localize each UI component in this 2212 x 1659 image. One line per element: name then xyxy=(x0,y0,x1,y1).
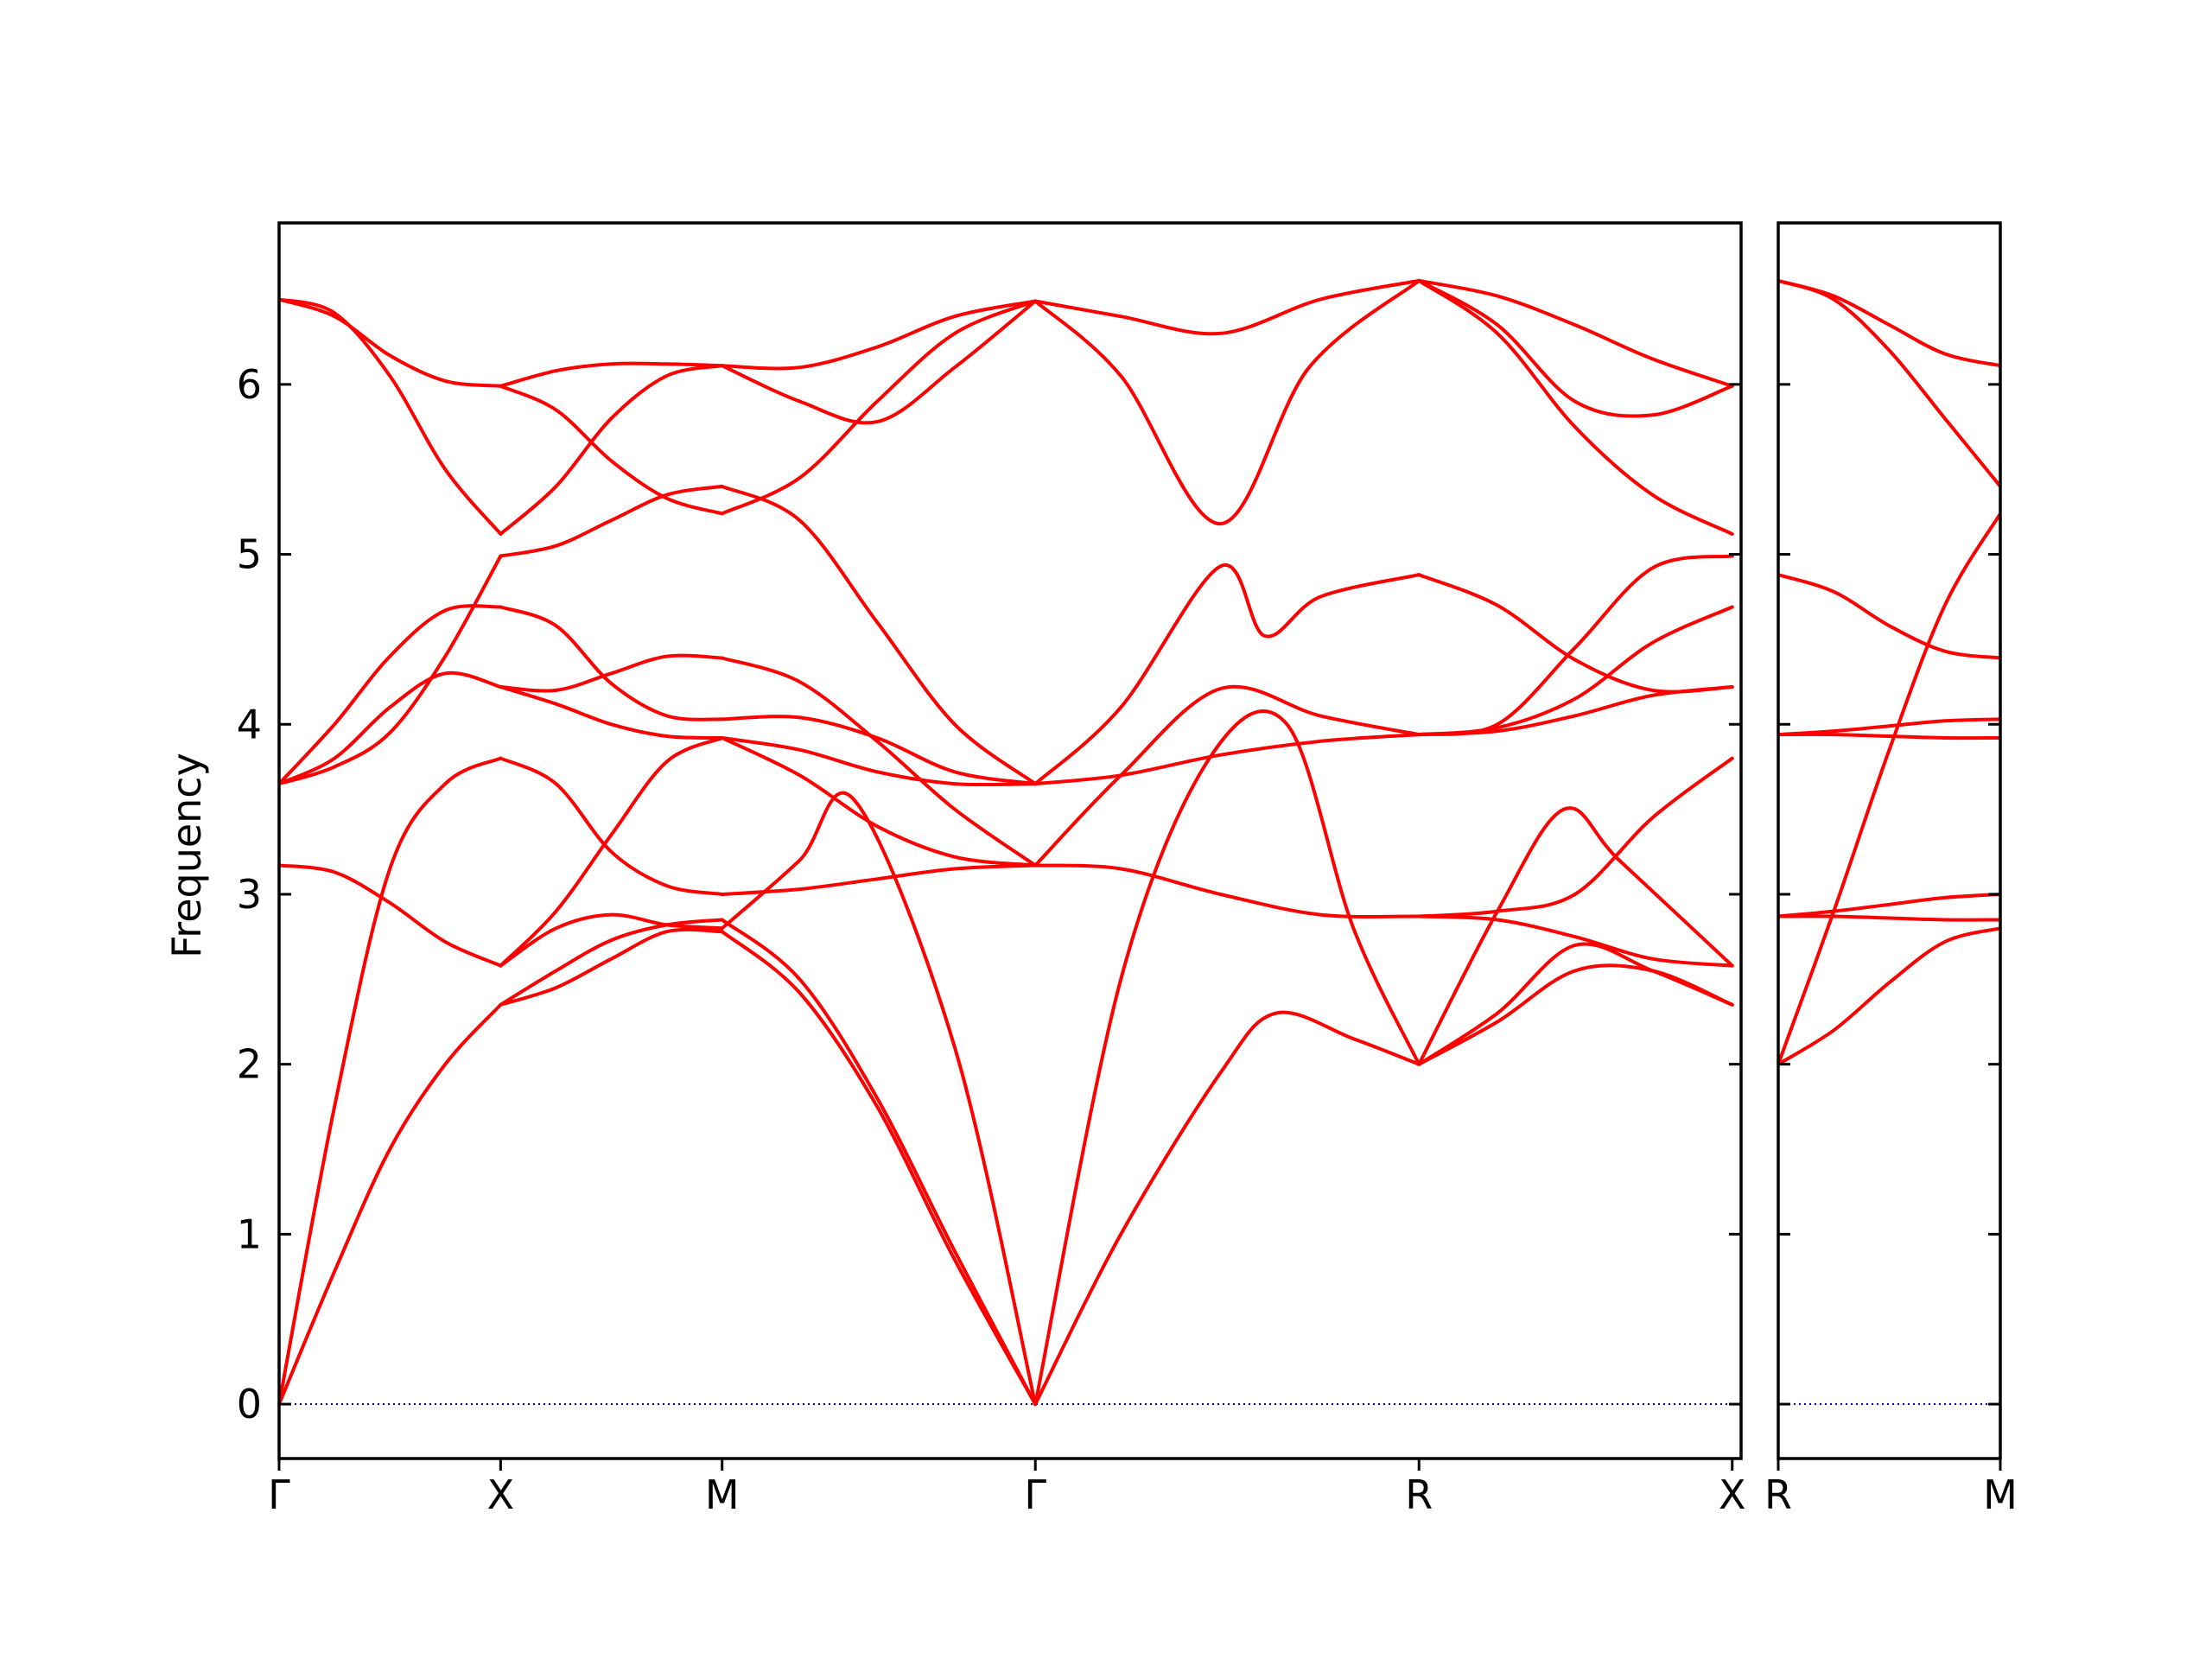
band-line-left-24 xyxy=(720,656,1038,868)
band-line-right-1 xyxy=(1778,278,2000,488)
band-line-left-42 xyxy=(1417,278,1734,536)
band-line-right-3 xyxy=(1778,573,2000,660)
band-line-right-0 xyxy=(1778,278,2000,368)
band-line-left-28 xyxy=(720,863,1038,896)
band-series-group xyxy=(1778,278,2000,1066)
band-line-left-47 xyxy=(1417,756,1734,918)
band-line-left-40 xyxy=(1417,278,1734,388)
band-line-left-33 xyxy=(1033,278,1421,526)
band-line-left-29 xyxy=(720,791,1038,1407)
band-line-left-10 xyxy=(499,361,724,388)
band-line-left-22 xyxy=(720,299,1038,516)
band-line-left-36 xyxy=(1033,733,1421,786)
band-line-left-30 xyxy=(720,918,1038,1407)
band-line-left-38 xyxy=(1033,709,1421,1407)
band-line-left-16 xyxy=(499,756,724,896)
band-line-left-21 xyxy=(720,299,1038,425)
band-line-left-43 xyxy=(1417,573,1734,694)
band-line-right-2 xyxy=(1778,512,2000,1066)
y-tick-label: 1 xyxy=(237,1211,262,1257)
band-line-left-41 xyxy=(1417,278,1734,418)
band-line-left-15 xyxy=(499,736,724,968)
band-line-right-5 xyxy=(1778,732,2000,741)
band-line-left-4 xyxy=(279,554,503,786)
band-line-left-19 xyxy=(499,927,724,1007)
band-line-left-0 xyxy=(279,671,503,786)
band-line-left-44 xyxy=(1417,554,1734,737)
band-line-left-26 xyxy=(720,736,1038,787)
band-line-left-35 xyxy=(1033,684,1421,868)
band-line-left-7 xyxy=(279,1002,503,1407)
y-tick-label: 3 xyxy=(237,871,262,918)
band-line-left-14 xyxy=(499,685,724,740)
band-line-left-17 xyxy=(499,912,724,968)
band-line-left-11 xyxy=(499,384,724,516)
band-line-left-6 xyxy=(279,756,503,1407)
x-tick-label: M xyxy=(1983,1471,2018,1518)
band-series-group xyxy=(279,278,1734,1407)
band-line-left-27 xyxy=(720,736,1038,868)
band-line-right-4 xyxy=(1778,717,2000,737)
band-line-left-37 xyxy=(1033,863,1421,919)
x-tick-label: X xyxy=(487,1471,515,1518)
band-line-left-48 xyxy=(1417,914,1734,968)
y-tick-label: 2 xyxy=(237,1041,262,1088)
band-line-left-2 xyxy=(279,297,503,388)
left-panel: 0 1 2 3 4 5 6 Γ X M Γ R X xyxy=(237,221,1746,1518)
band-line-left-20 xyxy=(720,299,1038,371)
band-line-right-7 xyxy=(1778,914,2000,922)
band-line-right-8 xyxy=(1778,926,2000,1066)
band-line-left-32 xyxy=(1033,278,1421,336)
band-line-left-5 xyxy=(279,863,503,968)
band-line-left-13 xyxy=(499,484,724,558)
band-line-left-18 xyxy=(499,918,724,1007)
band-line-left-34 xyxy=(1033,563,1421,786)
left-axes-frame xyxy=(277,221,1743,1460)
band-line-left-3 xyxy=(279,297,503,536)
x-tick-label: X xyxy=(1719,1471,1746,1518)
band-line-left-39 xyxy=(1033,1010,1421,1407)
y-tick-label: 6 xyxy=(237,361,262,408)
band-line-left-23 xyxy=(720,484,1038,786)
band-line-left-46 xyxy=(1417,685,1734,737)
band-line-left-49 xyxy=(1417,806,1734,1066)
band-line-right-6 xyxy=(1778,893,2000,918)
y-tick-label: 5 xyxy=(237,531,262,578)
band-line-left-51 xyxy=(1417,963,1734,1066)
x-tick-label: R xyxy=(1405,1471,1433,1518)
band-line-left-25 xyxy=(720,715,1038,786)
band-line-left-12 xyxy=(499,364,724,536)
x-tick-label: Γ xyxy=(268,1471,290,1518)
band-line-left-31 xyxy=(720,930,1038,1407)
x-tick-label: R xyxy=(1764,1471,1792,1518)
x-tick-label: M xyxy=(705,1471,740,1518)
band-line-left-1 xyxy=(279,604,503,786)
band-line-left-9 xyxy=(499,605,724,721)
band-line-left-8 xyxy=(499,653,724,693)
right-axes-frame xyxy=(1777,221,2002,1460)
y-tick-label: 0 xyxy=(237,1381,262,1427)
x-tick-label: Γ xyxy=(1024,1471,1046,1518)
y-tick-label: 4 xyxy=(237,701,262,747)
y-axis-label: Frequency xyxy=(163,753,210,958)
